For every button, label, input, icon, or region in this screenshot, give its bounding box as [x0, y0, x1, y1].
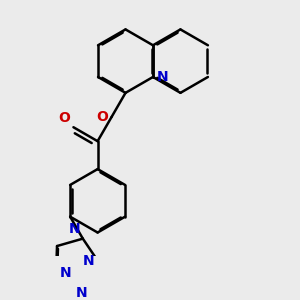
Text: O: O	[58, 111, 70, 125]
Text: N: N	[69, 222, 80, 236]
Text: O: O	[96, 110, 108, 124]
Text: N: N	[76, 286, 87, 300]
Text: N: N	[157, 70, 168, 84]
Text: N: N	[82, 254, 94, 268]
Text: N: N	[60, 266, 71, 280]
